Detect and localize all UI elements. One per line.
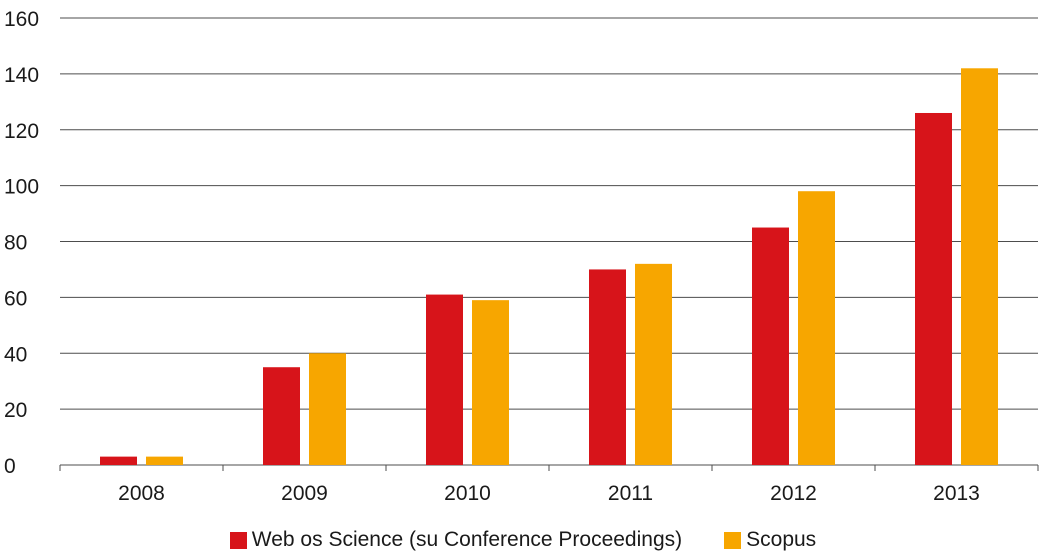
- y-tick-label: 120: [4, 120, 39, 143]
- bar-scopus-2010: [472, 300, 509, 465]
- y-tick-label: 60: [4, 287, 27, 310]
- y-tick-label: 0: [4, 455, 16, 478]
- y-tick-label: 80: [4, 232, 27, 255]
- x-tick-label: 2009: [281, 482, 328, 505]
- legend-swatch-scopus: [724, 531, 742, 549]
- bar-wos-2012: [752, 227, 789, 465]
- legend-label-wos: Web os Science (su Conference Proceeding…: [251, 528, 683, 551]
- x-tick-label: 2012: [770, 482, 817, 505]
- y-tick-label: 100: [4, 176, 39, 199]
- bar-wos-2013: [915, 112, 952, 466]
- y-tick-label: 20: [4, 399, 27, 422]
- bar-wos-2010: [426, 294, 463, 465]
- y-tick-label: 40: [4, 343, 27, 366]
- bar-wos-2008: [100, 456, 137, 465]
- bar-scopus-2011: [635, 263, 672, 465]
- bar-scopus-2008: [146, 456, 183, 465]
- x-tick-label: 2008: [118, 482, 165, 505]
- y-tick-label: 140: [4, 64, 39, 87]
- bar-chart: 0 20 40 60 80 100 120 140 160 2008 2009 2010 2011 201…: [4, 8, 1039, 505]
- bar-scopus-2013: [961, 68, 998, 465]
- x-tick-label: 2010: [444, 482, 491, 505]
- legend-swatch-wos: [229, 531, 247, 549]
- y-tick-label: 160: [4, 8, 39, 31]
- legend-label-scopus: Scopus: [746, 528, 817, 551]
- bar-wos-2011: [589, 269, 626, 465]
- x-tick-label: 2011: [608, 482, 653, 505]
- legend-item-wos: Web os Science (su Conference Proceeding…: [229, 528, 683, 552]
- bar-scopus-2012: [798, 191, 835, 465]
- bar-scopus-2009: [309, 353, 346, 465]
- legend-item-scopus: Scopus: [724, 528, 816, 552]
- bar-wos-2009: [263, 367, 300, 465]
- x-tick-label: 2013: [933, 482, 980, 505]
- legend: Web os Science (su Conference Proceeding…: [0, 528, 1046, 552]
